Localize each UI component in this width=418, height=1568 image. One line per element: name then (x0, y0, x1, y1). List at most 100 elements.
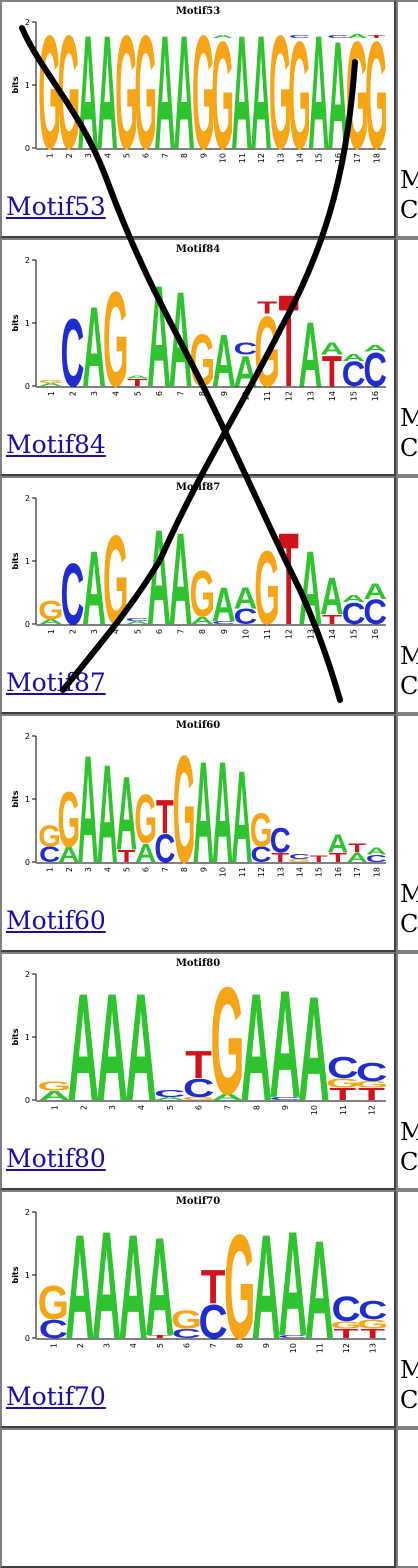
motif-link[interactable]: Motif60 (6, 906, 106, 935)
logo-letter: A (305, 1212, 334, 1360)
logo-letter: G (330, 1319, 361, 1331)
position-label: 16 (334, 153, 343, 163)
logo-letter: A (366, 845, 387, 857)
logo-letter: C (198, 1296, 227, 1349)
logo-letter: T (147, 1334, 172, 1339)
info-cell (396, 476, 418, 714)
logo-letter: A (96, 961, 128, 1122)
logo-letter: T (358, 1085, 385, 1104)
logo-letter: C (289, 34, 310, 39)
position-label: 10 (219, 153, 228, 163)
position-label: 11 (238, 153, 247, 163)
position-label: 1 (49, 1343, 58, 1348)
logo-letter: G (38, 596, 63, 625)
y-tick-label: 1 (25, 1271, 30, 1280)
position-label: 7 (177, 391, 186, 396)
position-label: 3 (84, 153, 93, 158)
logo-letter: C (39, 1315, 68, 1344)
logo-letter: C (327, 1050, 359, 1084)
position-label: 17 (353, 867, 362, 877)
info-cell (396, 952, 418, 1190)
position-label: 13 (369, 1343, 378, 1353)
logo-letter: G (38, 820, 61, 854)
position-label: 6 (155, 629, 164, 634)
position-label: 10 (219, 867, 228, 877)
logo-letter: C (363, 593, 387, 632)
logo-letter: A (116, 755, 137, 872)
position-label: 2 (68, 391, 77, 396)
position-label: 6 (142, 153, 151, 158)
position-label: 11 (263, 629, 272, 639)
logo-letter: A (240, 961, 272, 1122)
position-label: 7 (161, 153, 170, 158)
logo-letter: C (61, 545, 85, 643)
position-label: 16 (371, 391, 380, 401)
position-label: 3 (84, 867, 93, 872)
logo-letter: C (154, 1087, 186, 1099)
clipped-info-text: M (400, 1356, 418, 1384)
y-axis-label: bits (11, 1266, 20, 1283)
logo-letter: A (125, 375, 149, 380)
info-cell (396, 714, 418, 952)
logo-title: Motif87 (176, 482, 220, 493)
logo-letter: C (183, 1073, 215, 1103)
position-label: 5 (156, 1343, 165, 1348)
logo-letter: A (278, 1201, 307, 1360)
logo-title: Motif60 (176, 720, 220, 731)
logo-letter: T (279, 506, 299, 646)
logo-letter: G (326, 1076, 360, 1091)
logo-letter: A (347, 33, 368, 39)
position-label: 12 (342, 1343, 351, 1353)
position-label: 16 (371, 629, 380, 639)
y-tick-label: 0 (25, 1096, 30, 1105)
y-axis-label: bits (11, 1028, 20, 1045)
logo-letter: G (103, 509, 128, 646)
logo-letter: T (201, 1261, 226, 1314)
logo-letter: A (212, 34, 233, 39)
position-label: 1 (46, 867, 55, 872)
logo-letter: T (185, 1042, 212, 1087)
logo-cell (0, 1190, 396, 1428)
position-label: 2 (65, 153, 74, 158)
logo-letter: C (172, 1327, 201, 1341)
motif-link[interactable]: Motif84 (6, 430, 106, 459)
position-label: 11 (339, 1105, 348, 1115)
logo-letter: G (189, 557, 214, 630)
logo-letter: C (289, 853, 310, 861)
motif-link[interactable]: Motif70 (6, 1382, 106, 1411)
position-label: 4 (112, 391, 121, 396)
position-label: 14 (328, 391, 337, 401)
logo-letter: A (298, 967, 330, 1122)
position-label: 11 (315, 1343, 324, 1353)
y-tick-label: 2 (25, 732, 30, 741)
motif-link[interactable]: Motif53 (6, 192, 106, 221)
position-label: 5 (133, 391, 142, 396)
position-label: 12 (285, 629, 294, 639)
position-label: 11 (238, 867, 247, 877)
logo-letter: T (348, 841, 366, 856)
clipped-info-text: C (400, 672, 418, 700)
logo-letter: G (134, 780, 157, 858)
motif-link[interactable]: Motif80 (6, 1144, 106, 1173)
logo-letter: A (147, 502, 171, 646)
logo-letter: T (360, 1327, 385, 1341)
position-label: 2 (68, 629, 77, 634)
position-label: 4 (103, 867, 112, 872)
y-axis-label: bits (11, 552, 20, 569)
logo-letter: A (363, 579, 387, 603)
position-label: 8 (236, 1343, 245, 1348)
position-label: 12 (257, 153, 266, 163)
logo-title: Motif53 (176, 6, 220, 17)
logo-letter: A (231, 2, 252, 170)
y-axis-label: bits (11, 76, 20, 93)
y-axis-label: bits (11, 314, 20, 331)
y-tick-label: 1 (25, 557, 30, 566)
logo-letter: A (154, 1096, 186, 1101)
position-label: 10 (241, 629, 250, 639)
motif-row: Motif84 0 1 2 bits A G 1 C 2 A 3 G 4 T A 5 A 6 A 7 G 8 A 9 A C 10 G T… (0, 238, 418, 476)
logo-letter: C (251, 843, 272, 867)
motif-link[interactable]: Motif87 (6, 668, 106, 697)
logo-letter: A (125, 961, 157, 1122)
position-label: 15 (315, 153, 324, 163)
